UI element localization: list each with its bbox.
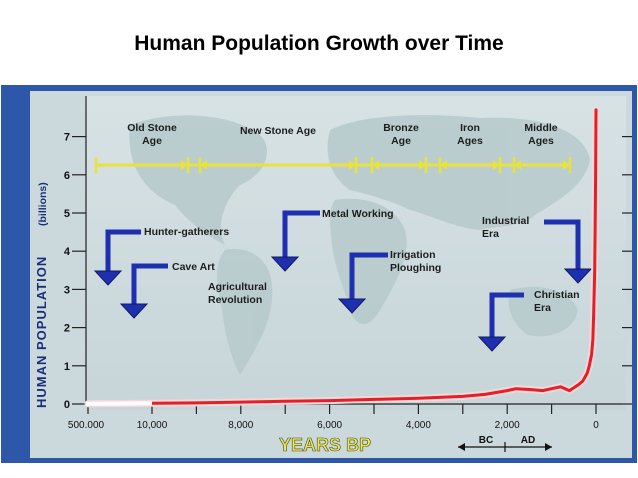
- x-tick-label: 0: [593, 420, 599, 431]
- era-label: Middle: [524, 122, 557, 134]
- bc-label: BC: [479, 435, 493, 446]
- era-arrowhead: [349, 160, 356, 170]
- annotation-label: Ploughing: [390, 262, 441, 274]
- annotation-label: Irrigation: [390, 249, 436, 261]
- x-tick-label: 500.000: [68, 420, 105, 431]
- bc-arrowhead: [458, 443, 465, 451]
- annotations: Hunter-gatherers Cave Art AgriculturalRevo…: [93, 208, 593, 352]
- population-line: [86, 108, 598, 406]
- world-map-background: [129, 115, 590, 375]
- x-tick-label: 6,000: [317, 420, 342, 431]
- y-tick-label: 6: [64, 170, 70, 182]
- annotation-arrowhead: [119, 303, 149, 319]
- bc-ad-marker: BC AD: [458, 435, 552, 452]
- y-axis-unit: (billions): [37, 182, 49, 226]
- y-tick-label: 3: [64, 284, 70, 296]
- annotation-arrow: [489, 292, 524, 338]
- x-axis-label: YEARS BP: [279, 435, 371, 455]
- annotation-label: Agricultural: [208, 281, 267, 293]
- annotation-arrowhead: [563, 268, 593, 284]
- annotation-label: Cave Art: [172, 261, 215, 273]
- annotation-arrow: [105, 229, 141, 272]
- era-label: Ages: [457, 135, 483, 147]
- ad-arrowhead: [545, 443, 552, 451]
- x-tick-label: 2,000: [495, 420, 520, 431]
- annotation-arrow: [544, 219, 581, 270]
- x-tick-label: 4,000: [406, 420, 431, 431]
- series-layer: [84, 106, 600, 408]
- era-label: Old Stone: [127, 122, 177, 134]
- y-tick-label: 4: [64, 246, 71, 258]
- era-arrowhead: [563, 160, 570, 170]
- annotation-label: Metal Working: [322, 208, 394, 220]
- annotation-label: Christian: [534, 289, 580, 301]
- y-tick-label: 5: [64, 208, 70, 220]
- y-axis-label: HUMAN POPULATION: [34, 256, 49, 408]
- ad-label: AD: [521, 435, 535, 446]
- x-tick-label: 8,000: [228, 420, 253, 431]
- era-arrowhead: [493, 160, 500, 170]
- annotation-label: Revolution: [208, 294, 262, 306]
- annotation-arrow: [349, 252, 388, 300]
- x-tick-label: 10,000: [137, 420, 168, 431]
- era-label: Iron: [460, 122, 480, 134]
- era-arrowhead: [200, 160, 207, 170]
- annotation-arrowhead: [93, 270, 123, 286]
- y-tick-label: 0: [64, 399, 70, 411]
- era-label: Age: [391, 135, 411, 147]
- chart-title: Human Population Growth over Time: [134, 32, 504, 55]
- y-tick-label: 7: [64, 132, 70, 144]
- annotation-arrowhead: [270, 256, 300, 272]
- y-tick-label: 1: [64, 361, 70, 373]
- annotation-label: Era: [534, 302, 551, 314]
- annotation-arrowhead: [477, 336, 507, 352]
- era-arrowhead: [372, 160, 379, 170]
- era-arrowhead: [419, 160, 426, 170]
- era-arrowhead: [440, 160, 447, 170]
- annotation-arrow: [131, 263, 168, 305]
- era-label: Age: [142, 135, 162, 147]
- annotation-label: Hunter-gatherers: [144, 226, 229, 238]
- era-label: Bronze: [383, 122, 419, 134]
- era-arrowhead: [181, 160, 188, 170]
- annotation-label: Industrial: [482, 215, 529, 227]
- era-arrowhead: [514, 160, 521, 170]
- y-tick-label: 2: [64, 323, 70, 335]
- annotation-arrowhead: [337, 298, 367, 314]
- population-line-early: [85, 401, 153, 406]
- annotation-label: Era: [482, 228, 499, 240]
- annotation-arrow: [282, 210, 320, 258]
- y-axis: 0 1 2 3 4 5 6 7: [64, 96, 87, 411]
- era-label: New Stone Age: [240, 125, 316, 137]
- era-label: Ages: [528, 135, 554, 147]
